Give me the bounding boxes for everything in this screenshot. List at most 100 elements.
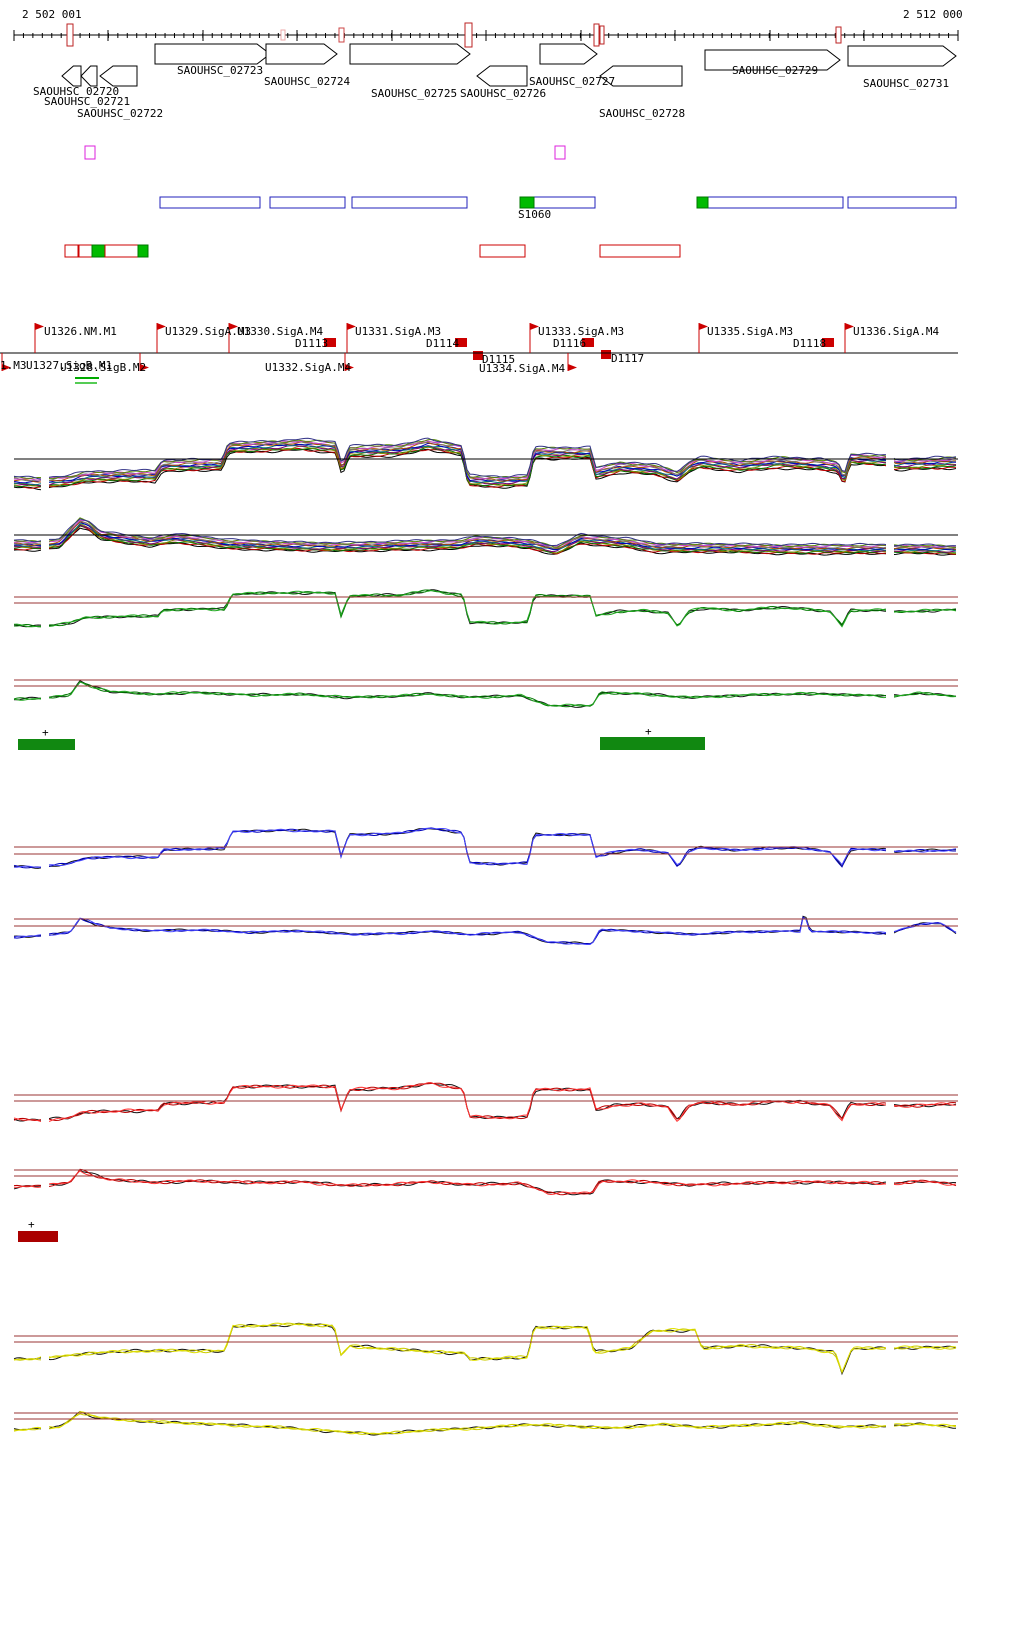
gene-arrow-SAOUHSC_02729[interactable] <box>704 49 841 71</box>
plus-strand-bar[interactable] <box>18 739 75 750</box>
signal-gap <box>41 427 49 505</box>
terminator-box[interactable] <box>324 338 336 347</box>
signal-yellow-condition-minus-series-1 <box>13 1413 956 1435</box>
gene-arrow-SAOUHSC_02722[interactable] <box>99 65 138 87</box>
signal-yellow-condition-minus-series-2 <box>13 1411 957 1435</box>
transcript-start <box>696 196 709 209</box>
signal-gap <box>41 1073 49 1141</box>
signal-gap <box>886 1393 894 1461</box>
gene-arrow-SAOUHSC_02731[interactable] <box>847 45 957 67</box>
signal-all-conditions-minus-series-11 <box>13 518 957 547</box>
tss-flag-up-icon[interactable] <box>530 323 539 330</box>
signal-gap <box>41 1393 49 1461</box>
ruler-marker <box>66 23 74 47</box>
signal-gap <box>886 509 894 575</box>
gene-arrow-SAOUHSC_02727[interactable] <box>539 43 598 65</box>
signal-yellow-condition-plus-series-0 <box>13 1322 957 1376</box>
ruler-marker <box>835 26 842 44</box>
signal-all-conditions-plus-series-3 <box>13 445 957 487</box>
tss-flag-up-icon[interactable] <box>229 323 238 330</box>
probe-box[interactable] <box>599 244 681 258</box>
signal-blue-condition-minus-series-1 <box>13 916 957 945</box>
ruler-marker <box>338 27 345 43</box>
gene-arrow-SAOUHSC_02721[interactable] <box>80 65 98 87</box>
tss-flag-down-icon[interactable] <box>345 364 354 371</box>
signal-gap <box>886 580 894 646</box>
gene-arrow-SAOUHSC_02726[interactable] <box>476 65 528 87</box>
ruler-marker <box>599 25 605 45</box>
tss-flag-down-icon[interactable] <box>140 364 149 371</box>
tss-flag-up-icon[interactable] <box>35 323 44 330</box>
tss-flag-down-icon[interactable] <box>568 364 577 371</box>
gene-arrow-SAOUHSC_02723[interactable] <box>154 43 271 65</box>
terminator-box[interactable] <box>822 338 834 347</box>
plus-strand-bar[interactable] <box>600 737 705 750</box>
signal-gap <box>41 509 49 575</box>
gene-arrow-SAOUHSC_02728[interactable] <box>599 65 683 87</box>
transcript-box[interactable] <box>159 196 261 209</box>
signal-gap <box>41 1153 49 1211</box>
signal-gap <box>41 899 49 963</box>
gene-arrow-SAOUHSC_02724[interactable] <box>265 43 338 65</box>
transcript-box[interactable] <box>696 196 844 209</box>
signal-blue-condition-plus-series-1 <box>13 827 956 869</box>
signal-gap <box>886 663 894 725</box>
terminator-box[interactable] <box>455 338 467 347</box>
probe-box[interactable] <box>137 244 149 258</box>
probe-box[interactable] <box>64 244 79 258</box>
signal-blue-condition-minus-series-2 <box>13 917 957 945</box>
green-feature-mark <box>75 377 99 379</box>
plus-strand-bar-red[interactable] <box>18 1231 58 1242</box>
green-feature-mark <box>75 382 97 384</box>
transcript-box[interactable] <box>269 196 346 209</box>
signal-gap <box>886 817 894 889</box>
signal-green-condition-minus-series-0 <box>13 680 957 708</box>
terminator-box[interactable] <box>582 338 594 347</box>
signal-all-conditions-minus-series-8 <box>13 519 957 550</box>
signal-green-condition-plus-series-2 <box>13 590 957 628</box>
signal-green-condition-plus-series-1 <box>14 589 957 628</box>
gene-arrow-SAOUHSC_02720[interactable] <box>61 65 82 87</box>
signal-gap <box>886 427 894 505</box>
transcript-box[interactable] <box>847 196 957 209</box>
tss-flag-up-icon[interactable] <box>845 323 854 330</box>
signal-gap <box>41 580 49 646</box>
signal-all-conditions-plus-series-5 <box>13 443 957 486</box>
signal-green-condition-plus-series-0 <box>13 589 957 628</box>
signal-yellow-condition-minus-series-0 <box>13 1410 956 1436</box>
ruler-marker <box>280 29 286 41</box>
tss-flag-up-icon[interactable] <box>699 323 708 330</box>
terminator-box[interactable] <box>473 351 483 360</box>
signal-all-conditions-plus-series-11 <box>13 437 957 480</box>
signal-all-conditions-plus-series-0 <box>13 448 957 491</box>
signal-gap <box>41 1313 49 1391</box>
gene-arrow-SAOUHSC_02725[interactable] <box>349 43 471 65</box>
tss-flag-up-icon[interactable] <box>347 323 356 330</box>
signal-all-conditions-minus-series-5 <box>14 523 957 552</box>
signal-blue-condition-plus-series-2 <box>13 827 957 868</box>
probe-box[interactable] <box>479 244 526 258</box>
signal-blue-condition-plus-series-0 <box>13 827 957 869</box>
signal-red-condition-plus-series-1 <box>13 1082 957 1122</box>
signal-all-conditions-minus-series-0 <box>13 527 957 556</box>
ruler-marker <box>593 23 600 47</box>
probe-box[interactable] <box>104 244 139 258</box>
signal-yellow-condition-plus-series-1 <box>13 1322 957 1374</box>
signal-blue-condition-minus-series-0 <box>13 915 957 945</box>
signal-green-condition-minus-series-2 <box>13 681 957 707</box>
transcript-box[interactable] <box>351 196 468 209</box>
tss-flag-down-icon[interactable] <box>2 364 11 371</box>
signal-red-condition-minus-series-2 <box>13 1170 957 1196</box>
probe-box[interactable] <box>78 244 93 258</box>
signal-gap <box>886 899 894 963</box>
signal-red-condition-plus-series-2 <box>13 1082 956 1123</box>
tss-flag-up-icon[interactable] <box>157 323 166 330</box>
signal-red-condition-minus-series-1 <box>13 1168 957 1196</box>
ruler-marker <box>464 22 473 48</box>
signal-gap <box>41 663 49 725</box>
transcript-start <box>519 196 535 209</box>
terminator-box[interactable] <box>601 350 611 359</box>
probe-box[interactable] <box>91 244 106 258</box>
signal-red-condition-plus-series-0 <box>13 1082 957 1122</box>
